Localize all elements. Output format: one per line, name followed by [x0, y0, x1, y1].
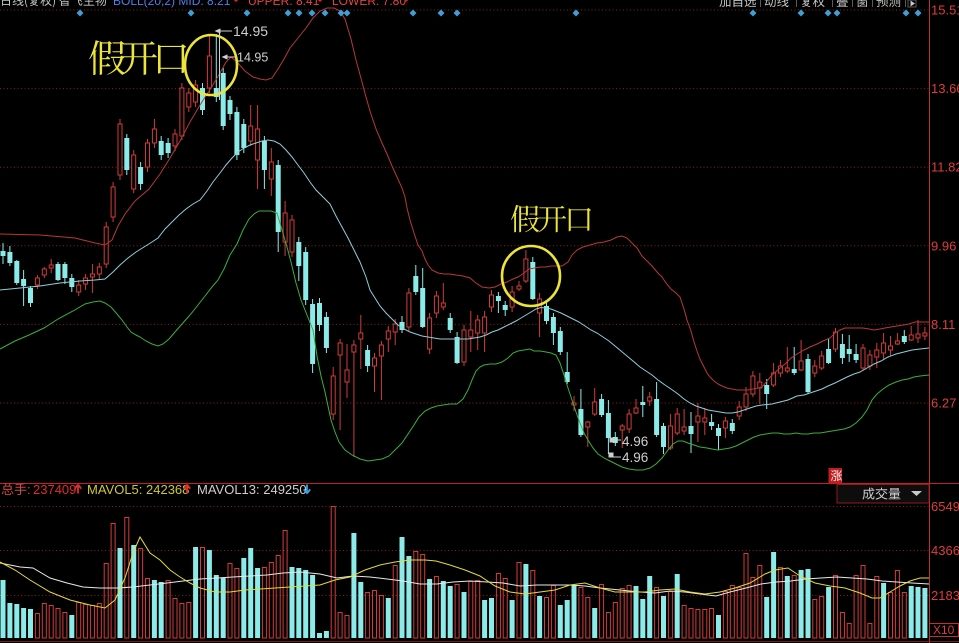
svg-text:14.95: 14.95	[233, 23, 268, 39]
svg-text:LOWER: 7.80: LOWER: 7.80	[332, 0, 406, 8]
svg-text:UPPER: 8.41: UPPER: 8.41	[248, 0, 320, 8]
svg-text:X10: X10	[933, 623, 955, 637]
svg-text:14.95: 14.95	[237, 51, 268, 65]
svg-text:13.66: 13.66	[931, 81, 959, 96]
svg-text:4366: 4366	[931, 543, 959, 558]
svg-text:6549: 6549	[931, 499, 959, 514]
svg-text:237409: 237409	[33, 482, 76, 497]
svg-text:9.96: 9.96	[931, 238, 956, 253]
svg-text::: :	[27, 482, 31, 497]
svg-text:15.51: 15.51	[931, 3, 959, 18]
svg-text:4.96: 4.96	[622, 434, 648, 449]
svg-text:MAVOL13: 249250: MAVOL13: 249250	[197, 482, 307, 497]
svg-text:BOLL(20,2) MID: 8.21: BOLL(20,2) MID: 8.21	[113, 0, 231, 8]
svg-text:8.11: 8.11	[931, 317, 955, 332]
svg-text:4.96: 4.96	[622, 450, 648, 465]
svg-text:11.82: 11.82	[931, 160, 959, 175]
svg-text:MAVOL5: 242368: MAVOL5: 242368	[87, 482, 189, 497]
svg-text:6.27: 6.27	[931, 396, 956, 411]
svg-text:2183: 2183	[931, 588, 959, 603]
